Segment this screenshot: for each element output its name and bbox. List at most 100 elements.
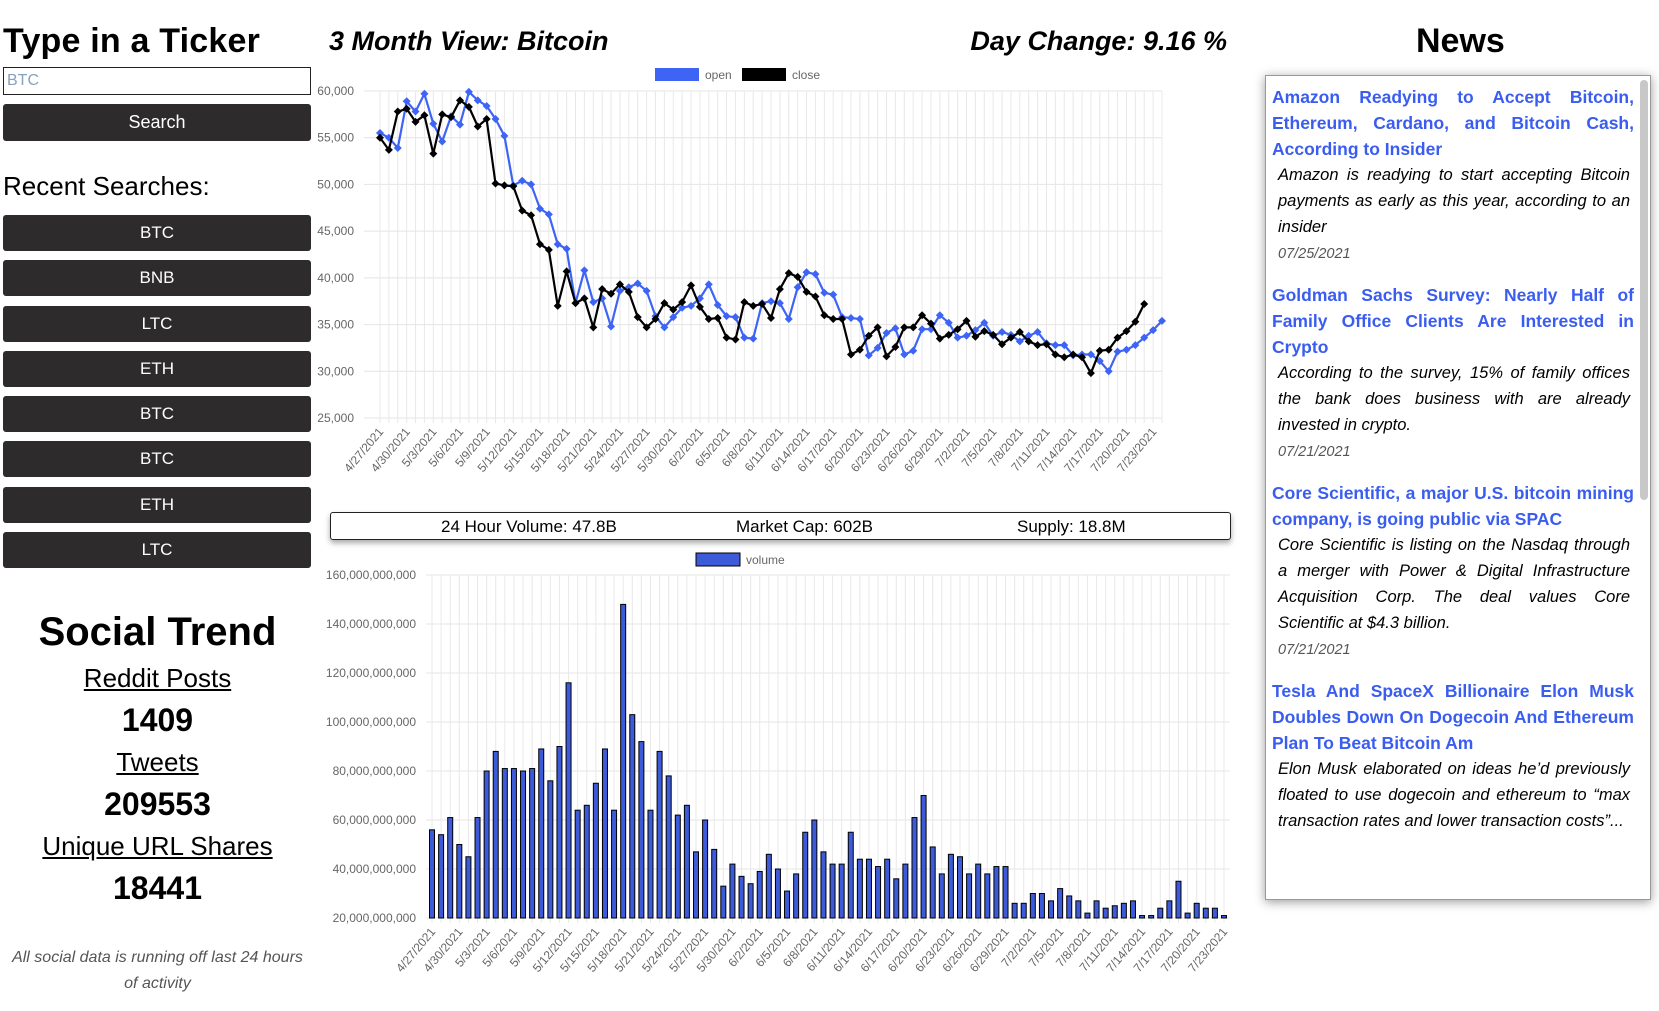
volume-bar [565,682,572,919]
volume-bar [538,748,545,919]
volume-bar [665,775,672,919]
legend-label-volume: volume [746,553,785,567]
data-point-open [820,288,829,297]
data-point-close [598,285,607,294]
volume-bar [1075,900,1082,919]
social-trend-title: Social Trend [38,610,277,654]
volume-bar [492,750,499,919]
news-date: 07/21/2021 [1278,642,1351,658]
data-point-close [438,110,447,119]
data-point-open [784,314,793,323]
data-point-open [775,299,784,308]
volume-bar [474,817,481,919]
data-point-close [829,314,838,323]
recent-search-button[interactable]: ETH [3,486,311,523]
search-button[interactable]: Search [3,104,311,141]
news-description: Core Scientific is listing on the Nasdaq… [1278,536,1630,632]
reddit-posts-link[interactable]: Reddit Posts [83,663,232,693]
data-point-open [1113,347,1122,356]
data-point-open [855,314,864,323]
news-scrollbar[interactable] [1640,80,1648,500]
data-point-open [473,96,482,105]
recent-search-button[interactable]: BTC [3,396,311,433]
data-point-open [767,297,775,306]
data-point-open [998,328,1007,337]
recent-search-button[interactable]: LTC [3,305,311,342]
data-point-open [935,311,944,320]
data-point-close [891,342,900,351]
news-headline-link[interactable]: Goldman Sachs Survey: Nearly Half of Fam… [1272,285,1634,357]
news-headline-link[interactable]: Tesla And SpaceX Billionaire Elon Musk D… [1272,681,1634,753]
data-point-close [624,287,633,296]
data-point-open [909,346,918,355]
volume-bar [838,863,845,919]
data-point-open [891,324,900,333]
ticker-input[interactable] [3,67,311,95]
volume-bar [465,856,472,919]
data-point-close [464,102,473,111]
data-point-open [900,350,909,359]
data-point-open [633,279,642,288]
volume-bar [702,819,709,919]
legend-swatch-close [742,68,786,81]
data-point-open [802,268,811,277]
news-item: Core Scientific, a major U.S. bitcoin mi… [1272,480,1634,658]
data-point-close [953,325,962,334]
volume-bar [611,809,618,919]
data-point-open [678,303,687,312]
data-point-open [500,131,509,140]
data-point-open [731,313,740,322]
data-point-close [633,313,642,322]
data-point-close [509,182,518,191]
y-tick-label: 160,000,000,000 [326,568,416,582]
data-point-open [376,129,384,138]
volume-bar [911,817,918,919]
data-point-open [846,314,855,323]
recent-search-button[interactable]: ETH [3,350,311,387]
volume-bar [856,858,863,919]
data-point-close [607,289,616,298]
data-point-close [731,335,740,344]
data-point-open [562,244,571,253]
data-point-open [598,294,607,303]
legend-swatch-open [655,68,699,81]
recent-search-button[interactable]: BNB [3,260,311,297]
y-tick-label: 20,000,000,000 [333,911,417,925]
volume-bar [929,846,936,919]
data-point-close [820,311,829,320]
data-point-close [615,280,624,289]
y-tick-label: 55,000 [317,131,354,145]
volume-bar [802,831,809,919]
news-headline-link[interactable]: Amazon Readying to Accept Bitcoin, Ether… [1272,87,1634,159]
data-point-open [393,143,402,152]
data-point-close [864,331,873,340]
data-point-close [926,319,935,328]
volume-bar [1102,907,1109,919]
data-point-open [1033,328,1042,337]
y-tick-label: 35,000 [317,318,354,332]
recent-search-button[interactable]: BTC [3,441,311,478]
data-point-close [944,330,953,339]
news-headline-link[interactable]: Core Scientific, a major U.S. bitcoin mi… [1272,483,1634,529]
volume-bar [1202,907,1209,919]
volume-bar [875,866,882,919]
news-panel[interactable]: Amazon Readying to Accept Bitcoin, Ether… [1265,75,1651,900]
url-shares-link[interactable]: Unique URL Shares [42,831,273,861]
data-point-close [838,314,847,323]
data-point-close [447,113,456,122]
data-point-open [811,270,820,279]
data-point-open [429,119,438,128]
data-point-close [909,323,918,332]
volume-bar [711,848,718,919]
volume-bar [1221,915,1227,919]
recent-search-button[interactable]: BTC [3,215,311,251]
data-point-close [544,245,553,254]
data-point-close [1042,340,1051,349]
tweets-link[interactable]: Tweets [116,747,199,777]
data-point-close [935,334,944,343]
data-point-open [944,318,953,327]
volume-bar [510,768,517,919]
data-point-close [411,117,420,126]
recent-search-button[interactable]: LTC [3,532,311,569]
data-point-close [873,323,882,332]
